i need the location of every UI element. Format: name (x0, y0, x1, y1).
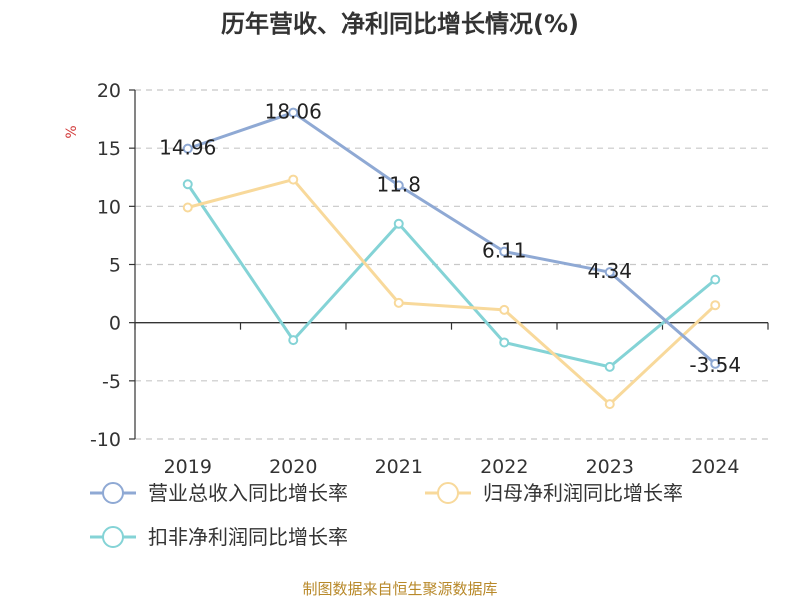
legend-label: 营业总收入同比增长率 (148, 481, 348, 505)
chart-title: 历年营收、净利同比增长情况(%) (221, 10, 579, 38)
data-label: 14.96 (159, 136, 216, 160)
series-line (186, 183, 717, 369)
data-point (182, 202, 193, 213)
y-tick-label: 10 (97, 196, 121, 218)
y-tick-label: 5 (109, 255, 121, 277)
data-point (288, 174, 299, 185)
x-tick-label: 2021 (375, 456, 423, 478)
data-point (393, 218, 404, 229)
x-tick-label: 2019 (164, 456, 212, 478)
data-label-layer: 14.96 18.06 11.8 6.11 4.34 -3.54 (159, 100, 741, 377)
data-point (182, 143, 193, 154)
legend-swatch-marker (102, 526, 124, 548)
legend-label: 归母净利润同比增长率 (483, 481, 683, 505)
legend-item[interactable]: 营业总收入同比增长率 (90, 481, 348, 505)
series-line (187, 111, 717, 365)
data-label: 18.06 (265, 100, 322, 124)
y-axis-label: % (64, 125, 80, 138)
y-tick-label: 15 (97, 138, 121, 160)
data-label: 11.8 (376, 172, 421, 196)
data-point (499, 246, 510, 257)
x-tick-label: 2020 (269, 456, 317, 478)
x-tick-label: 2023 (586, 456, 634, 478)
data-point (288, 335, 299, 346)
data-point (710, 274, 721, 285)
data-label: -3.54 (689, 353, 741, 377)
data-point (604, 399, 615, 410)
y-tick-label: 20 (97, 80, 121, 102)
axis-layer: 20 15 10 5 0 -5 -10 2019 2020 2021 2022 2023 2024 (90, 80, 769, 478)
source-note: 制图数据来自恒生聚源数据库 (302, 580, 497, 598)
grid-layer (135, 89, 768, 440)
legend-swatch-marker (102, 482, 124, 504)
data-label: 6.11 (482, 239, 527, 263)
data-point (710, 300, 721, 311)
series-line (187, 178, 717, 406)
data-point (393, 180, 404, 191)
series-layer (182, 107, 721, 410)
y-tick-label: -10 (90, 429, 121, 451)
y-tick-label: -5 (102, 371, 121, 393)
data-point (182, 179, 193, 190)
data-point (393, 297, 404, 308)
legend-label: 扣非净利润同比增长率 (148, 525, 348, 549)
legend-swatch-marker (437, 482, 459, 504)
x-tick-label: 2022 (480, 456, 528, 478)
y-tick-label: 0 (109, 313, 121, 335)
data-point (604, 267, 615, 278)
data-point (499, 304, 510, 315)
data-point (288, 107, 299, 118)
data-point (710, 358, 721, 369)
data-point (604, 361, 615, 372)
x-tick-label: 2024 (691, 456, 739, 478)
legend-item[interactable]: 归母净利润同比增长率 (425, 481, 683, 505)
data-label: 4.34 (587, 259, 632, 283)
data-point (499, 337, 510, 348)
legend-item[interactable]: 扣非净利润同比增长率 (90, 525, 348, 549)
